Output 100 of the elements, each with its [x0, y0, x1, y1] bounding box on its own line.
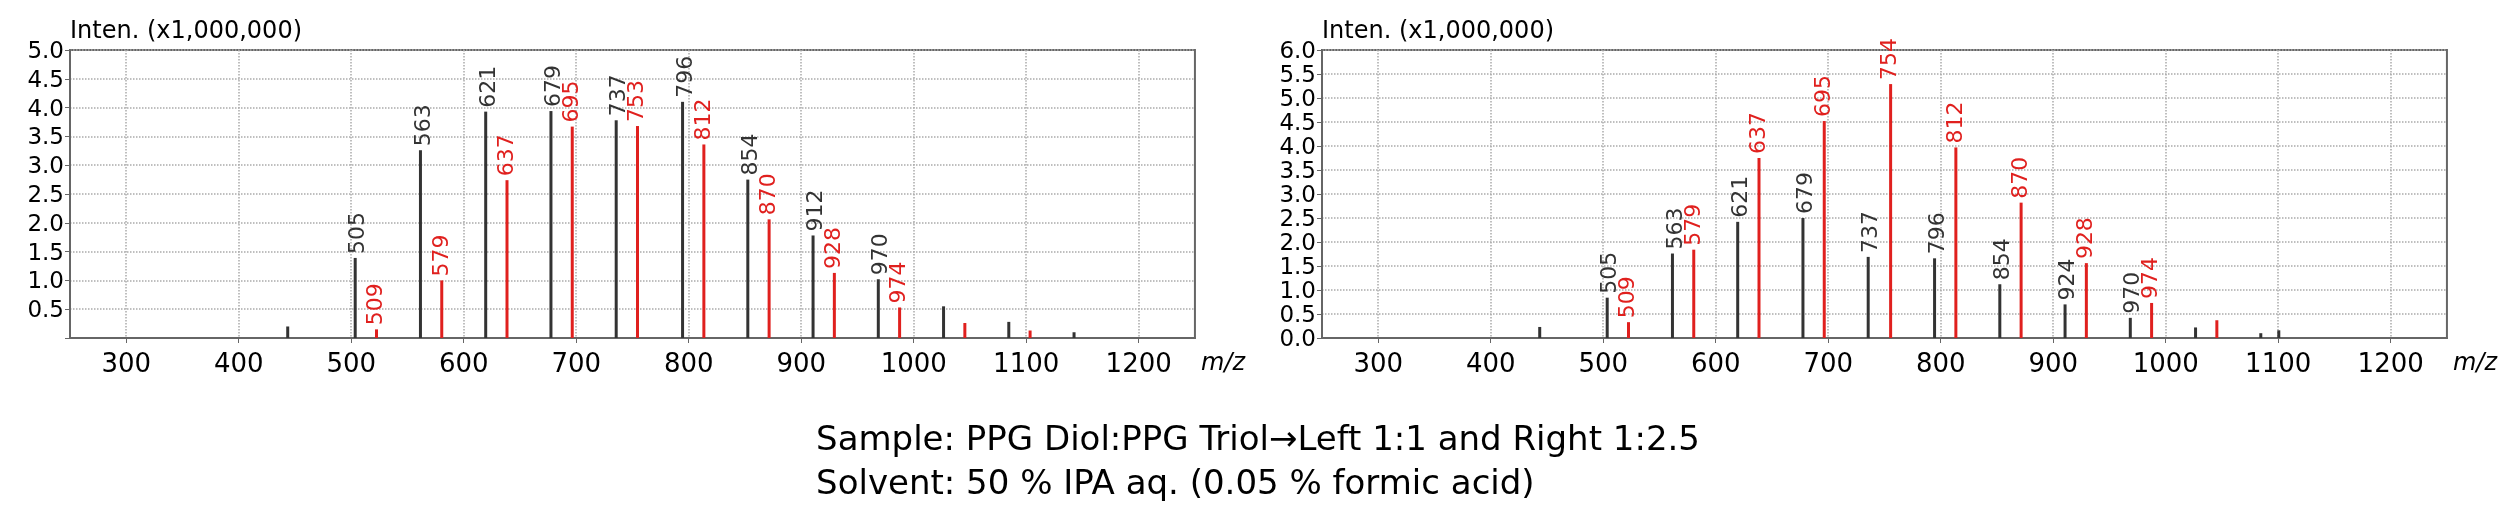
y-tick-label: 1.5: [27, 238, 64, 265]
bar: [2215, 320, 2219, 338]
y-tick-label: 0.5: [1279, 301, 1316, 327]
bar: [2019, 202, 2023, 338]
annotation: 621: [474, 65, 500, 108]
bar: [942, 306, 946, 338]
annotation: 870: [2006, 156, 2032, 199]
bar: [1866, 256, 1870, 338]
x-axis-title: m/z: [2452, 348, 2499, 376]
x-tick-label: 1200: [1105, 348, 1172, 378]
annotation: 637: [492, 134, 518, 177]
bar: [1670, 253, 1674, 338]
y-tick-label: 4.5: [27, 65, 64, 92]
annotation: 679: [1792, 172, 1818, 214]
y-tick-label: 3.5: [1279, 157, 1316, 183]
annotation: 505: [344, 211, 370, 254]
bar: [1822, 121, 1826, 338]
x-tick-label: 400: [1465, 348, 1516, 378]
x-tick-label: 600: [438, 348, 489, 378]
bar: [2259, 333, 2263, 338]
x-tick-label: 800: [663, 348, 714, 378]
bar: [505, 180, 509, 338]
bar: [1072, 332, 1076, 338]
annotation: 854: [736, 133, 762, 176]
annotation: 621: [1726, 175, 1752, 218]
bar: [2084, 263, 2088, 338]
y-tick-label: 2.0: [27, 209, 64, 236]
y-tick-label: 0.0: [1279, 325, 1316, 351]
bar: [2063, 304, 2067, 338]
bar: [1801, 218, 1805, 338]
bar: [1538, 326, 1542, 338]
x-tick-label: 1000: [880, 348, 947, 378]
bar: [2277, 330, 2281, 338]
x-axis-title: m/z: [1200, 348, 1247, 376]
y-tick-label: 3.0: [27, 152, 64, 179]
annotation: 796: [671, 55, 697, 98]
x-tick-label: 1200: [2357, 348, 2424, 378]
annotation: 796: [1923, 212, 1949, 255]
y-tick-label: 2.5: [1279, 205, 1316, 231]
bar: [1757, 158, 1761, 338]
bar: [702, 144, 706, 338]
x-tick-label: 1000: [2132, 348, 2199, 378]
bar: [286, 326, 290, 338]
annotation: 812: [1941, 101, 1967, 144]
bar: [1954, 147, 1958, 338]
bar: [746, 179, 750, 338]
y-axis-title: Inten. (x1,000,000): [1322, 16, 1555, 44]
bar: [353, 257, 357, 338]
y-tick-label: 4.5: [1279, 109, 1316, 135]
annotation: 928: [2072, 217, 2098, 260]
x-tick-label: 400: [213, 348, 264, 378]
x-tick-label: 700: [1803, 348, 1854, 378]
y-tick-label: 4.0: [27, 94, 64, 121]
bar: [614, 120, 618, 338]
bar: [2150, 302, 2154, 338]
y-tick-label: 1.0: [1279, 277, 1316, 303]
bar: [418, 150, 422, 338]
annotation: 924: [2054, 258, 2080, 301]
x-tick-label: 1100: [2245, 348, 2312, 378]
y-tick-label: 5.0: [1279, 85, 1316, 111]
annotation: 563: [409, 104, 435, 147]
bar: [681, 101, 685, 338]
bar: [2194, 327, 2198, 338]
bar: [484, 111, 488, 338]
annotation: 737: [1857, 210, 1883, 253]
text: Sample: PPG Diol:PPG Triol→Left 1:1 and Right 1:2.5: [816, 417, 1700, 460]
bar: [963, 323, 967, 338]
bar: [375, 329, 379, 338]
bar: [549, 111, 553, 338]
y-tick-label: 2.0: [1279, 229, 1316, 255]
y-axis-title: Inten. (x1,000,000): [70, 16, 303, 44]
x-tick-label: 900: [776, 348, 827, 378]
y-tick-label: 3.0: [1279, 181, 1316, 207]
y-tick-label: 1.0: [27, 267, 64, 294]
y-tick-label: 5.0: [27, 37, 64, 63]
bar: [570, 126, 574, 338]
annotation: 637: [1744, 112, 1770, 154]
bar: [1007, 321, 1011, 338]
annotation: 579: [427, 234, 453, 277]
annotation: 509: [362, 283, 388, 326]
annotation: 754: [1876, 38, 1902, 81]
bar: [2128, 317, 2132, 338]
annotation: 695: [1810, 75, 1836, 118]
x-tick-label: 800: [1915, 348, 1966, 378]
bar: [1028, 330, 1032, 338]
x-tick-label: 700: [551, 348, 602, 378]
annotation: 870: [754, 173, 780, 216]
x-tick-label: 300: [101, 348, 152, 378]
bar: [1692, 249, 1696, 338]
x-tick-label: 900: [2028, 348, 2079, 378]
bar: [635, 126, 639, 338]
y-tick-label: 0.5: [27, 296, 64, 323]
bar: [832, 272, 836, 338]
y-tick-label: 5.5: [1279, 61, 1316, 87]
bar: [440, 280, 444, 338]
x-tick-label: 500: [326, 348, 377, 378]
y-tick-label: 3.5: [27, 123, 64, 150]
y-tick-label: 6.0: [1279, 37, 1316, 63]
bar: [1736, 221, 1740, 338]
annotation: 812: [689, 98, 715, 141]
